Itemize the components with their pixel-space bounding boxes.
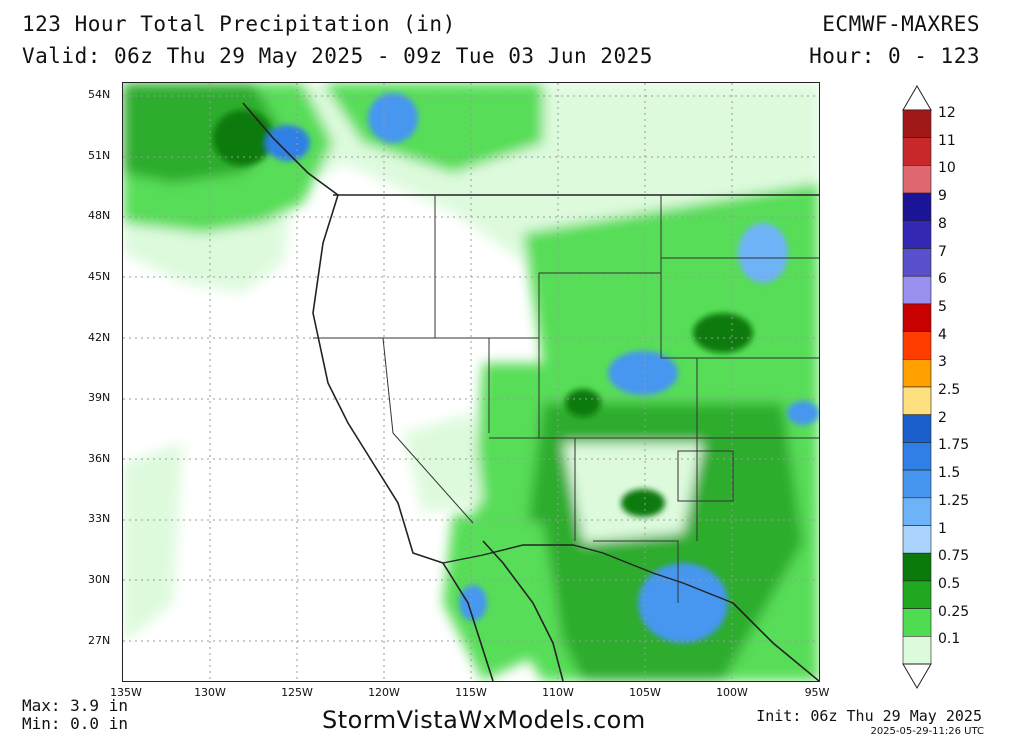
max-min-values: Max: 3.9 in Min: 0.0 in xyxy=(22,697,128,733)
legend-label-2: 2 xyxy=(938,409,947,426)
lat-label-51: 51N xyxy=(88,149,111,162)
legend-swatch-0.75 xyxy=(902,552,932,582)
lat-label-39: 39N xyxy=(88,391,111,404)
legend-swatch-0.1 xyxy=(902,635,932,665)
legend-label-10: 10 xyxy=(938,160,956,177)
legend-label-1.75: 1.75 xyxy=(938,437,970,454)
model-name: ECMWF-MAXRES xyxy=(822,12,980,36)
legend-label-9: 9 xyxy=(938,188,947,205)
timestamp: 2025-05-29-11:26 UTC xyxy=(870,726,984,737)
legend-label-2.5: 2.5 xyxy=(938,382,961,398)
lon-label-115: 115W xyxy=(455,686,487,699)
legend-swatch-0.25 xyxy=(902,608,932,637)
color-scale-legend xyxy=(902,84,932,690)
precipitation-map xyxy=(122,82,820,682)
lat-label-45: 45N xyxy=(88,270,111,283)
precip-field-heavy xyxy=(213,93,819,643)
legend-swatch-8 xyxy=(902,220,932,249)
coastline xyxy=(242,102,819,681)
lat-label-30: 30N xyxy=(88,573,111,586)
legend-swatch-4 xyxy=(902,331,932,360)
legend-label-12: 12 xyxy=(938,105,956,121)
legend-label-0.75: 0.75 xyxy=(938,548,970,565)
legend-label-0.5: 0.5 xyxy=(938,575,961,592)
legend-label-6: 6 xyxy=(938,271,947,288)
lat-label-54: 54N xyxy=(88,88,111,101)
graticule xyxy=(123,83,819,681)
legend-label-1.25: 1.25 xyxy=(938,492,970,509)
legend-swatch-1 xyxy=(902,525,932,554)
legend-label-7: 7 xyxy=(938,243,947,260)
legend-swatch-2.5 xyxy=(902,386,932,416)
forecast-hour-range: Hour: 0 - 123 xyxy=(809,44,980,68)
valid-time: Valid: 06z Thu 29 May 2025 - 09z Tue 03 … xyxy=(22,44,653,68)
legend-swatch-11 xyxy=(902,137,932,166)
legend-upper-arrow xyxy=(902,85,932,111)
lon-label-120: 120W xyxy=(368,686,400,699)
lat-label-27: 27N xyxy=(88,634,111,647)
legend-swatch-1.75 xyxy=(902,442,932,471)
legend-lower-arrow xyxy=(902,663,932,689)
legend-label-0.25: 0.25 xyxy=(938,603,970,620)
legend-label-4: 4 xyxy=(938,326,947,343)
legend-label-8: 8 xyxy=(938,215,947,232)
lat-label-33: 33N xyxy=(88,512,111,525)
legend-swatch-1.5 xyxy=(902,469,932,499)
legend-swatch-7 xyxy=(902,248,932,277)
legend-label-5: 5 xyxy=(938,298,947,315)
legend-swatch-0.5 xyxy=(902,580,932,609)
state-borders xyxy=(313,195,819,603)
map-canvas xyxy=(123,83,819,681)
min-value: Min: 0.0 in xyxy=(22,714,128,733)
legend-swatch-9 xyxy=(902,192,932,222)
legend-swatch-3 xyxy=(902,358,932,388)
site-name: StormVistaWxModels.com xyxy=(322,706,646,734)
legend-label-3: 3 xyxy=(938,354,947,371)
map-title: 123 Hour Total Precipitation (in) xyxy=(22,12,456,36)
lon-label-130: 130W xyxy=(194,686,226,699)
legend-swatch-5 xyxy=(902,303,932,332)
max-value: Max: 3.9 in xyxy=(22,696,128,715)
lon-label-135: 135W xyxy=(110,686,142,699)
legend-label-0.1: 0.1 xyxy=(938,631,961,648)
legend-label-1.5: 1.5 xyxy=(938,465,961,482)
init-time: Init: 06z Thu 29 May 2025 xyxy=(756,707,982,725)
lat-label-42: 42N xyxy=(88,331,111,344)
lon-label-125: 125W xyxy=(281,686,313,699)
lon-label-95: 95W xyxy=(804,686,830,699)
lon-label-110: 110W xyxy=(542,686,574,699)
legend-swatch-10 xyxy=(902,165,932,194)
legend-label-1: 1 xyxy=(938,520,947,537)
legend-swatch-2 xyxy=(902,414,932,443)
lat-label-48: 48N xyxy=(88,209,111,222)
lat-label-36: 36N xyxy=(88,452,111,465)
lon-label-100: 100W xyxy=(716,686,748,699)
legend-label-11: 11 xyxy=(938,132,956,149)
lon-label-105: 105W xyxy=(629,686,661,699)
legend-swatch-1.25 xyxy=(902,497,932,526)
legend-swatch-6 xyxy=(902,275,932,305)
legend-swatch-12 xyxy=(902,109,932,139)
